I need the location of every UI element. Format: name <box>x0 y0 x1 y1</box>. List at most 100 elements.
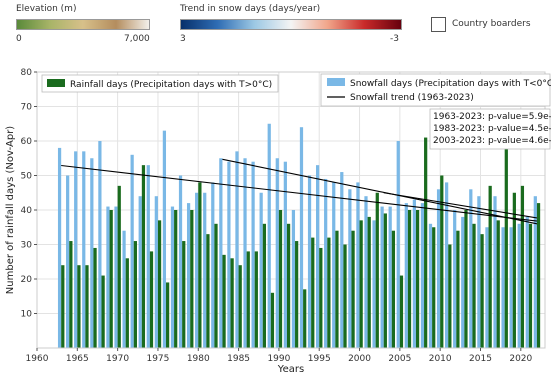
rainfall-bar <box>407 210 412 348</box>
snowfall-bar <box>106 206 110 348</box>
snow-trend-max-label: -3 <box>390 34 399 44</box>
snow-legend-label: Snowfall days (Precipitation days with T… <box>350 79 551 89</box>
snowfall-bar <box>57 147 62 348</box>
pvalue-line-1983: 1983-2023: p-value=4.5e-0 <box>433 124 551 134</box>
rainfall-bar <box>166 282 170 348</box>
rainfall-bar <box>286 223 291 348</box>
rainfall-bar <box>109 210 113 348</box>
trend-line-1963-2023 <box>61 164 538 222</box>
snowfall-bar <box>267 123 271 348</box>
snowfall-bar <box>219 158 223 348</box>
rainfall-bar <box>206 234 210 348</box>
rainfall-bar <box>238 265 242 348</box>
snowfall-bar <box>307 175 312 348</box>
rainfall-bar <box>472 223 476 348</box>
snowfall-bar <box>170 206 175 348</box>
chart-axes: 10 20 30 40 50 60 70 80 1960 1965 1970 1975 1980 1985… <box>21 68 546 364</box>
snowfall-bar <box>348 189 352 348</box>
rainfall-bar <box>93 247 97 348</box>
snowfall-bar <box>178 175 183 348</box>
rainfall-bar <box>440 175 444 348</box>
rainfall-bar <box>456 230 460 348</box>
snowfall-bar <box>114 206 118 348</box>
y-tick-label: 40 <box>21 206 33 216</box>
y-tick-label: 10 <box>21 310 33 320</box>
rainfall-bar <box>230 258 234 348</box>
snowfall-bar <box>146 165 150 348</box>
bar-series <box>57 123 541 348</box>
x-tick-label: 1965 <box>66 354 89 364</box>
y-tick-label: 50 <box>21 172 33 182</box>
rainfall-bar <box>367 216 371 348</box>
country-borders-swatch <box>431 17 446 32</box>
trend-legend-label: Snowfall trend (1963-2023) <box>350 93 474 103</box>
snowfall-bar <box>203 192 207 348</box>
rainfall-bar <box>270 292 275 348</box>
snowfall-bar <box>299 127 304 348</box>
rainfall-bar <box>319 247 323 348</box>
pvalue-line-1963: 1963-2023: p-value=5.9e-0 <box>433 112 551 122</box>
snowfall-bar <box>315 165 320 348</box>
snowfall-bar <box>275 158 279 348</box>
x-tick-label: 2010 <box>429 354 452 364</box>
snowfall-bar <box>90 158 94 348</box>
snowfall-bar <box>332 182 336 348</box>
rainfall-bar <box>536 203 541 348</box>
snowfall-bar <box>388 206 392 348</box>
elevation-max-label: 7,000 <box>124 34 150 44</box>
rainfall-bar <box>311 237 315 348</box>
rainfall-bar <box>157 220 162 348</box>
rainfall-bar <box>254 251 258 348</box>
snowfall-bar <box>340 172 344 348</box>
snowfall-bar <box>509 227 513 348</box>
snowfall-bar <box>493 196 497 348</box>
rainfall-bar <box>295 241 299 348</box>
rainfall-bar <box>69 241 73 348</box>
x-tick-label: 1970 <box>106 354 129 364</box>
rain-legend-swatch <box>47 79 65 87</box>
x-tick-label: 2005 <box>388 354 411 364</box>
rainfall-bar <box>190 210 194 348</box>
snowfall-bar <box>138 196 142 348</box>
snowfall-bar <box>235 151 239 348</box>
snow-trend-min-label: 3 <box>180 34 186 44</box>
snowfall-bar <box>211 182 215 348</box>
rainfall-bar <box>278 210 283 348</box>
snowfall-bar <box>291 210 296 348</box>
rainfall-bar <box>448 244 452 348</box>
snow-legend-box <box>320 73 551 107</box>
y-tick-label: 20 <box>21 275 33 285</box>
snowfall-bar <box>453 210 457 348</box>
rain-legend-box <box>41 74 279 93</box>
snow-trend-legend-title: Trend in snow days (days/year) <box>180 4 321 14</box>
rainfall-bar <box>85 265 89 348</box>
snowfall-bar <box>533 196 537 348</box>
rainfall-bar <box>174 210 178 348</box>
rainfall-bar <box>335 230 339 348</box>
y-tick-label: 80 <box>21 68 33 78</box>
rainfall-snowfall-chart: 10 20 30 40 50 60 70 80 1960 1965 1970 1975 1980 1985… <box>0 62 551 372</box>
snowfall-bar <box>162 130 167 348</box>
rainfall-bar <box>149 251 154 348</box>
rainfall-bar <box>141 165 146 348</box>
rainfall-bar <box>133 241 137 348</box>
snowfall-bar <box>251 161 255 348</box>
country-borders-label: Country boarders <box>452 19 531 29</box>
rainfall-bar <box>182 241 186 348</box>
elevation-colorbar <box>16 19 150 30</box>
rainfall-bar <box>528 223 533 348</box>
rainfall-bar <box>246 251 250 348</box>
snowfall-bar <box>436 189 441 348</box>
rainfall-bar <box>480 234 484 348</box>
x-tick-label: 1995 <box>308 354 331 364</box>
rainfall-bar <box>415 210 420 348</box>
snowfall-bar <box>428 223 433 348</box>
snowfall-bar <box>154 196 158 348</box>
x-tick-label: 2020 <box>509 354 532 364</box>
rainfall-bar <box>343 244 347 348</box>
snowfall-bar <box>98 141 102 348</box>
rainfall-bar <box>351 230 355 348</box>
elevation-min-label: 0 <box>16 34 22 44</box>
snowfall-bar <box>501 227 505 348</box>
snowfall-bar <box>517 223 521 348</box>
